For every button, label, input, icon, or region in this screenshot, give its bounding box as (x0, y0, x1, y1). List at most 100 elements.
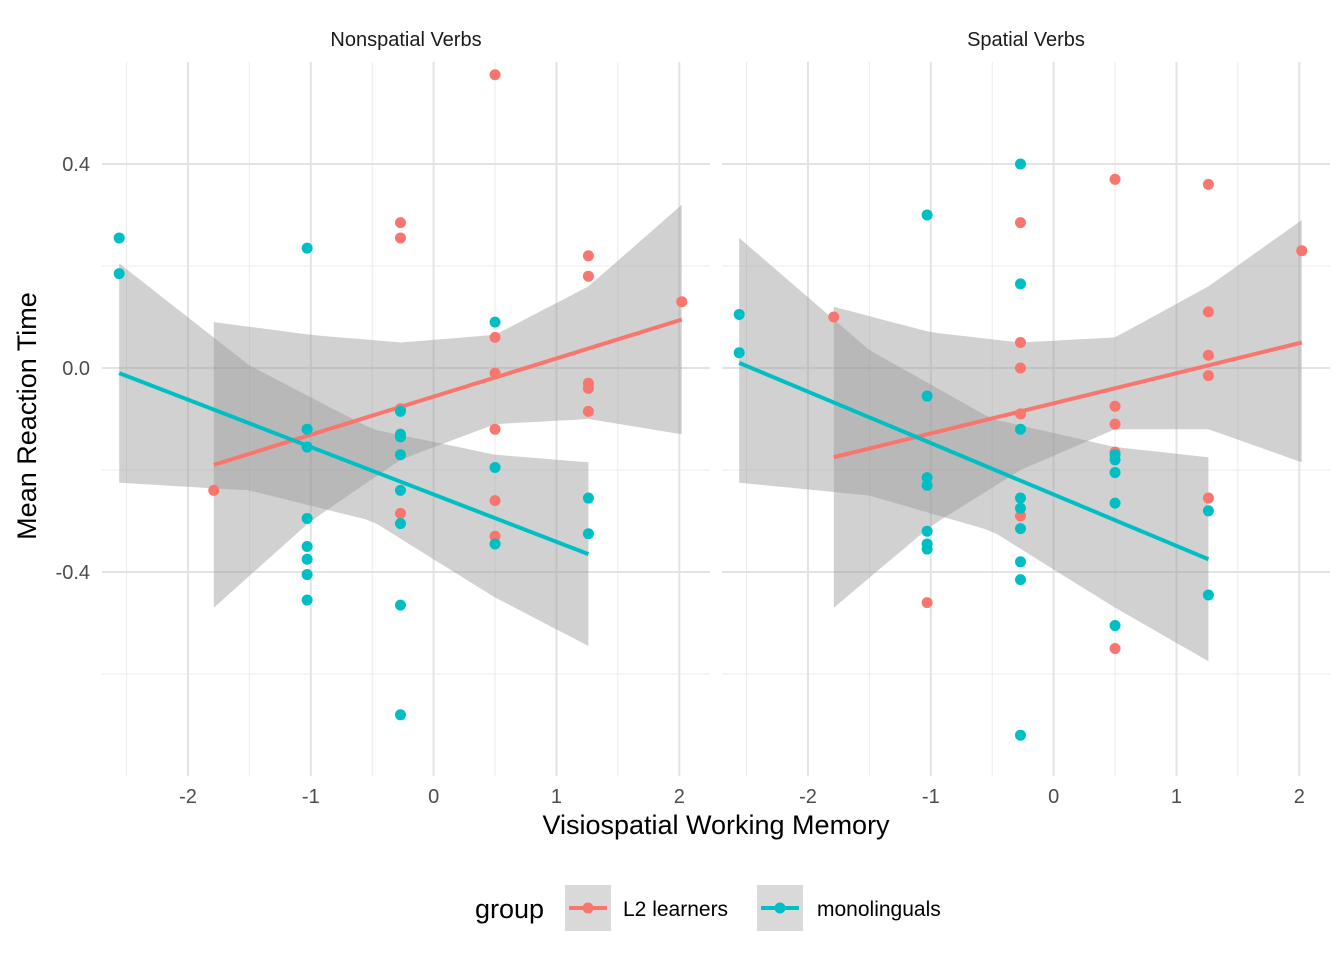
data-point-monolinguals (1109, 497, 1121, 509)
data-point-l2-learners (489, 331, 501, 343)
data-point-l2-learners (828, 311, 840, 323)
data-point-l2-learners (1109, 173, 1121, 185)
legend-key-l2-learners (565, 885, 611, 931)
x-axis-label: Visiospatial Working Memory (542, 810, 890, 840)
data-point-monolinguals (394, 405, 406, 417)
data-point-monolinguals (301, 441, 313, 453)
fit-line-l2-learners (833, 340, 1303, 460)
data-point-monolinguals (733, 308, 745, 320)
data-point-l2-learners (676, 296, 688, 308)
data-point-l2-learners (1202, 349, 1214, 361)
data-point-monolinguals (1014, 523, 1026, 535)
data-point-monolinguals (1202, 589, 1214, 601)
data-point-l2-learners (921, 597, 933, 609)
data-point-l2-learners (1202, 306, 1214, 318)
data-point-l2-learners (489, 367, 501, 379)
data-point-l2-learners (394, 507, 406, 519)
panel-title-spatial: Spatial Verbs (967, 29, 1085, 51)
data-point-monolinguals (1202, 505, 1214, 517)
data-point-monolinguals (1014, 278, 1026, 290)
data-point-l2-learners (1014, 510, 1026, 522)
data-point-monolinguals (1014, 158, 1026, 170)
legend-label-l2-learners: L2 learners (623, 898, 728, 921)
data-point-monolinguals (921, 525, 933, 537)
x-tick-label: 2 (1294, 786, 1305, 808)
data-point-monolinguals (921, 209, 933, 221)
data-point-l2-learners (1109, 400, 1121, 412)
data-point-l2-learners (489, 530, 501, 542)
data-point-monolinguals (113, 232, 125, 244)
x-tick-label: -2 (799, 786, 817, 808)
data-point-l2-learners (582, 250, 594, 262)
data-point-monolinguals (394, 431, 406, 443)
y-axis-ticks: -0.4 0.0 0.4 (56, 154, 90, 584)
data-point-monolinguals (394, 518, 406, 530)
data-point-monolinguals (113, 268, 125, 280)
data-point-l2-learners (1202, 492, 1214, 504)
data-point-monolinguals (1109, 620, 1121, 632)
data-point-monolinguals (921, 543, 933, 555)
data-point-monolinguals (301, 541, 313, 552)
data-point-l2-learners (489, 495, 501, 507)
data-point-l2-learners (1014, 217, 1026, 229)
data-point-monolinguals (582, 528, 594, 540)
data-point-l2-learners (1109, 643, 1121, 654)
panel-nonspatial-verbs: Nonspatial Verbs -2 -1 0 1 2 (102, 29, 710, 808)
data-point-l2-learners (1202, 370, 1214, 382)
data-point-monolinguals (301, 242, 313, 254)
confidence-band-l2-learners (833, 220, 1302, 608)
data-point-l2-learners (1014, 362, 1026, 374)
data-point-l2-learners (1296, 245, 1308, 257)
data-point-monolinguals (489, 316, 501, 328)
x-tick-label: -1 (922, 786, 940, 808)
data-point-monolinguals (1014, 492, 1026, 504)
data-point-l2-learners (394, 232, 406, 244)
data-point-monolinguals (921, 472, 933, 484)
legend-label-monolinguals: monolinguals (817, 898, 941, 921)
x-tick-label: 0 (428, 786, 439, 808)
data-point-monolinguals (301, 553, 313, 565)
legend-key-monolinguals (757, 885, 803, 931)
data-point-monolinguals (489, 461, 501, 473)
data-point-monolinguals (1014, 574, 1026, 586)
x-tick-label: 2 (674, 786, 685, 808)
fit-line-monolinguals (118, 371, 590, 557)
data-point-l2-learners (582, 405, 594, 417)
x-tick-label: -1 (302, 786, 320, 808)
data-point-monolinguals (394, 599, 406, 611)
y-tick-label: 0.0 (62, 358, 90, 380)
data-point-monolinguals (301, 594, 313, 606)
data-point-monolinguals (921, 479, 933, 491)
data-point-l2-learners (208, 484, 220, 496)
data-point-l2-learners (1202, 178, 1214, 190)
panel-spatial-verbs: Spatial Verbs -2 -1 0 1 2 (722, 29, 1330, 808)
data-point-monolinguals (394, 709, 406, 721)
data-point-monolinguals (1109, 454, 1121, 466)
y-tick-label: -0.4 (56, 562, 90, 584)
data-point-monolinguals (733, 347, 745, 359)
fit-line-monolinguals (738, 361, 1210, 562)
data-point-monolinguals (301, 512, 313, 524)
data-point-l2-learners (489, 423, 501, 435)
data-point-monolinguals (921, 390, 933, 402)
data-point-l2-learners (582, 270, 594, 282)
data-point-monolinguals (1014, 502, 1026, 514)
data-point-monolinguals (394, 484, 406, 496)
data-point-monolinguals (301, 423, 313, 435)
x-tick-label: 1 (551, 786, 562, 808)
data-point-monolinguals (394, 449, 406, 461)
confidence-band-l2-learners (213, 204, 682, 608)
data-point-l2-learners (394, 217, 406, 229)
x-tick-label: 1 (1171, 786, 1182, 808)
legend-title: group (475, 894, 544, 924)
data-point-monolinguals (1014, 423, 1026, 435)
data-point-l2-learners (1014, 337, 1026, 348)
data-point-monolinguals (301, 569, 313, 581)
y-axis-label: Mean Reaction Time (12, 292, 42, 540)
data-point-l2-learners (1014, 408, 1026, 420)
legend: group L2 learners monolinguals (475, 885, 941, 931)
y-tick-label: 0.4 (62, 154, 90, 176)
data-point-l2-learners (1109, 418, 1121, 430)
x-tick-label: -2 (179, 786, 197, 808)
